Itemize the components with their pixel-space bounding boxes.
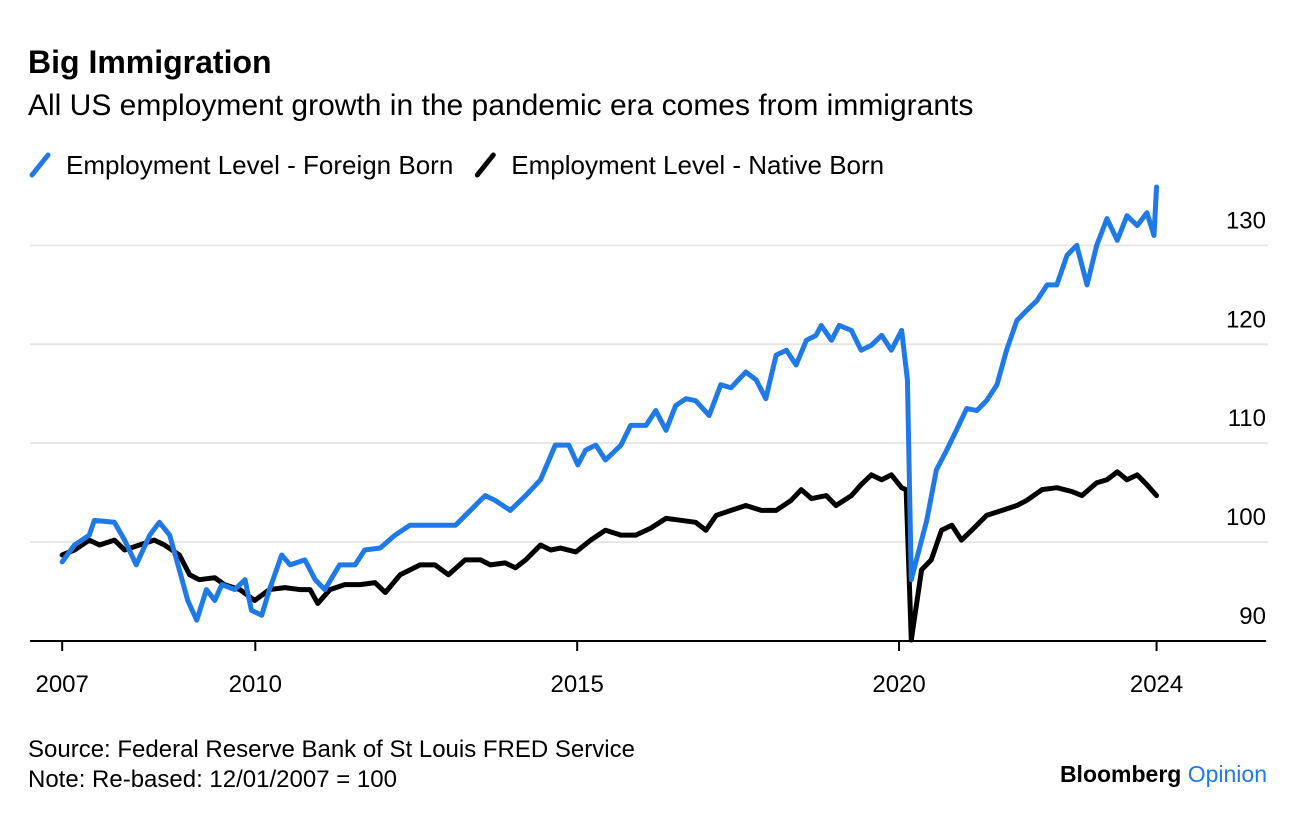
y-tick-label: 100 bbox=[1226, 504, 1266, 531]
chart-subtitle: All US employment growth in the pandemic… bbox=[28, 89, 973, 122]
y-tick-label: 130 bbox=[1226, 207, 1266, 234]
x-tick-label: 2020 bbox=[872, 671, 925, 698]
y-tick-label: 120 bbox=[1226, 306, 1266, 333]
series-line bbox=[59, 184, 1160, 623]
legend-swatch bbox=[29, 152, 51, 178]
x-tick-label: 2007 bbox=[35, 671, 88, 698]
legend-label: Employment Level - Foreign Born bbox=[66, 150, 453, 180]
x-tick-label: 2024 bbox=[1130, 671, 1183, 698]
x-tick-label: 2015 bbox=[550, 671, 603, 698]
brand: Bloomberg Opinion bbox=[1060, 761, 1267, 787]
note: Note: Re-based: 12/01/2007 = 100 bbox=[28, 766, 397, 793]
legend-label: Employment Level - Native Born bbox=[511, 150, 884, 180]
x-tick-label: 2010 bbox=[229, 671, 282, 698]
brand-section: Opinion bbox=[1188, 761, 1267, 787]
chart-title: Big Immigration bbox=[28, 44, 272, 80]
brand-name: Bloomberg bbox=[1060, 761, 1181, 787]
y-tick-label: 110 bbox=[1228, 405, 1266, 432]
y-tick-label: 90 bbox=[1239, 603, 1266, 630]
source: Source: Federal Reserve Bank of St Louis… bbox=[28, 736, 635, 763]
legend-swatch bbox=[474, 152, 496, 178]
